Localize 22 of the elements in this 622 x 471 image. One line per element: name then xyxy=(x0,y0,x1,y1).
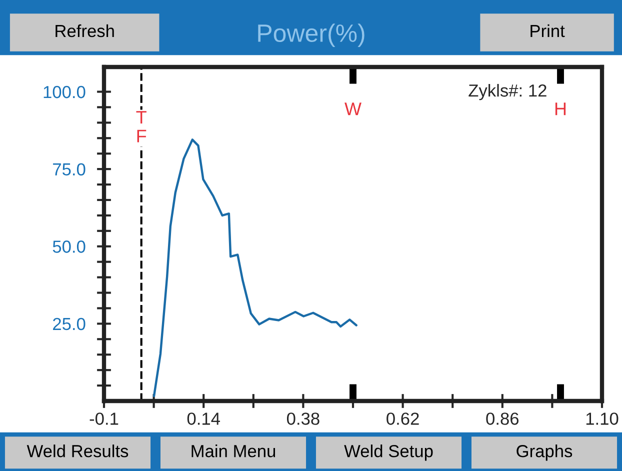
ref-line-label: H xyxy=(555,102,566,116)
text: Main Menu xyxy=(192,444,276,458)
text: Weld Setup xyxy=(344,444,433,461)
ref-line-label: T F xyxy=(136,111,146,142)
text: Weld Results xyxy=(26,444,128,458)
y-tick-label: 100.0 xyxy=(44,86,86,98)
y-tick-label: 75.0 xyxy=(53,163,86,176)
x-tick-label: 1.10 xyxy=(586,412,618,425)
line-series xyxy=(152,138,358,398)
y-tick-label: 25.0 xyxy=(53,318,86,330)
x-tick-label: -0.1 xyxy=(90,412,118,425)
text: Print xyxy=(530,24,565,38)
ref-line-label: W xyxy=(344,102,362,116)
x-tick-label: 0.14 xyxy=(187,412,220,425)
annotation: Zykls#: 12 xyxy=(468,84,546,100)
x-tick-label: 0.86 xyxy=(486,412,519,425)
x-tick-label: 0.62 xyxy=(386,412,419,425)
chart-title: Power(%) xyxy=(258,24,364,47)
y-tick-label: 50.0 xyxy=(52,240,86,253)
text: Refresh xyxy=(56,24,114,38)
text: Graphs xyxy=(516,444,572,461)
x-tick-label: 0.38 xyxy=(286,412,320,425)
